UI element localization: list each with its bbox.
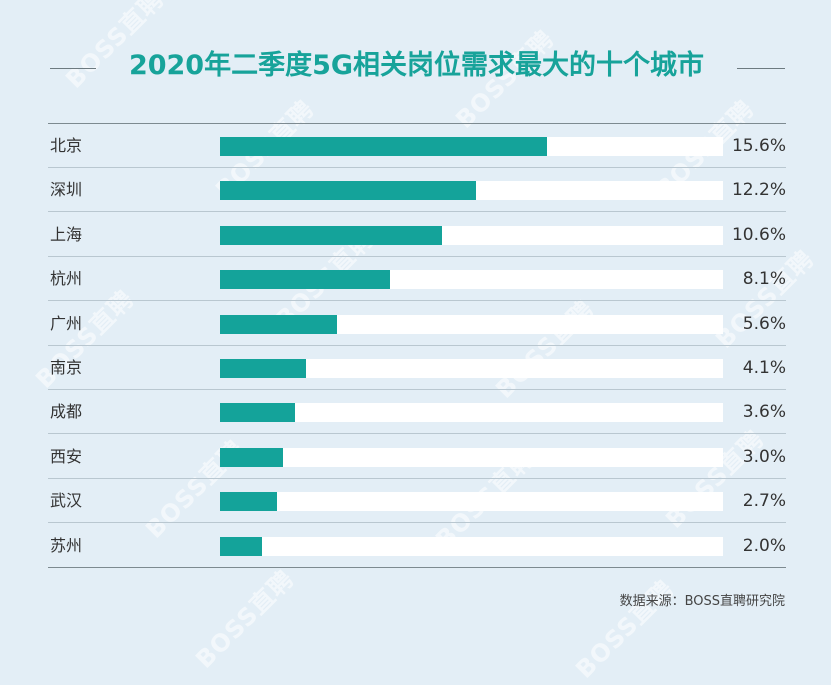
bar <box>220 536 262 556</box>
bar-track <box>220 137 723 156</box>
bar <box>220 181 476 201</box>
bar <box>220 359 306 378</box>
category-label: 杭州 <box>50 269 83 289</box>
row-divider <box>48 344 786 346</box>
bar-row: 武汉 2.7% <box>48 479 786 524</box>
row-divider <box>48 167 786 168</box>
value-label: 10.6% <box>731 224 786 245</box>
bar-row: 广州 5.6% <box>48 302 786 346</box>
value-label: 15.6% <box>731 136 786 156</box>
bar <box>220 314 338 334</box>
row-divider <box>48 522 786 524</box>
value-label: 12.2% <box>731 180 786 201</box>
source-note: 数据来源：BOSS直聘研究院 <box>619 594 785 609</box>
title-row: 2020年二季度5G相关岗位需求最大的十个城市 <box>0 46 831 86</box>
row-divider <box>48 477 786 479</box>
title-divider-left <box>50 68 96 69</box>
bar-track <box>220 403 723 423</box>
chart-title: 2020年二季度5G相关岗位需求最大的十个城市 <box>128 50 705 81</box>
category-label: 成都 <box>50 402 83 422</box>
bar-row: 北京 15.6% <box>48 124 786 168</box>
bar-row: 上海 10.6% <box>48 213 786 257</box>
bar-row: 深圳 12.2% <box>48 168 786 213</box>
row-divider <box>48 389 786 390</box>
bar <box>220 447 283 467</box>
bar-track <box>220 314 723 334</box>
value-label: 3.0% <box>742 446 786 467</box>
value-label: 2.0% <box>742 535 786 556</box>
row-divider <box>48 211 786 213</box>
row-divider <box>48 255 786 257</box>
title-divider-right <box>737 68 785 69</box>
bar-track <box>220 225 723 245</box>
category-label: 南京 <box>50 358 83 377</box>
category-label: 武汉 <box>50 491 83 511</box>
bar-track <box>220 536 723 556</box>
row-divider <box>48 433 786 435</box>
bar <box>220 403 296 423</box>
category-label: 上海 <box>50 224 83 244</box>
bar <box>220 270 390 290</box>
bar-track <box>220 181 723 201</box>
bar-row: 西安 3.0% <box>48 435 786 479</box>
watermark: BOSS直聘 <box>570 574 680 684</box>
value-label: 3.6% <box>742 402 786 423</box>
value-label: 5.6% <box>742 313 786 334</box>
bar <box>220 137 547 156</box>
category-label: 深圳 <box>50 180 83 200</box>
bar-track <box>220 359 723 378</box>
top-rule <box>48 123 786 124</box>
category-label: 西安 <box>50 446 83 466</box>
bar <box>220 492 277 512</box>
watermark: BOSS直聘 <box>190 564 300 674</box>
value-label: 8.1% <box>742 269 786 290</box>
bar-track <box>220 447 723 467</box>
value-label: 2.7% <box>742 491 786 512</box>
row-divider <box>48 300 786 302</box>
value-label: 4.1% <box>742 358 786 378</box>
bar-track <box>220 492 723 512</box>
bar-row: 南京 4.1% <box>48 346 786 390</box>
bar-row: 苏州 2.0% <box>48 524 786 568</box>
category-label: 苏州 <box>50 535 83 555</box>
bar-row: 成都 3.6% <box>48 390 786 435</box>
bar <box>220 225 443 245</box>
bar-track <box>220 270 723 290</box>
category-label: 广州 <box>50 313 83 333</box>
bottom-rule <box>48 566 786 568</box>
bar-row: 杭州 8.1% <box>48 257 786 302</box>
category-label: 北京 <box>50 136 83 155</box>
